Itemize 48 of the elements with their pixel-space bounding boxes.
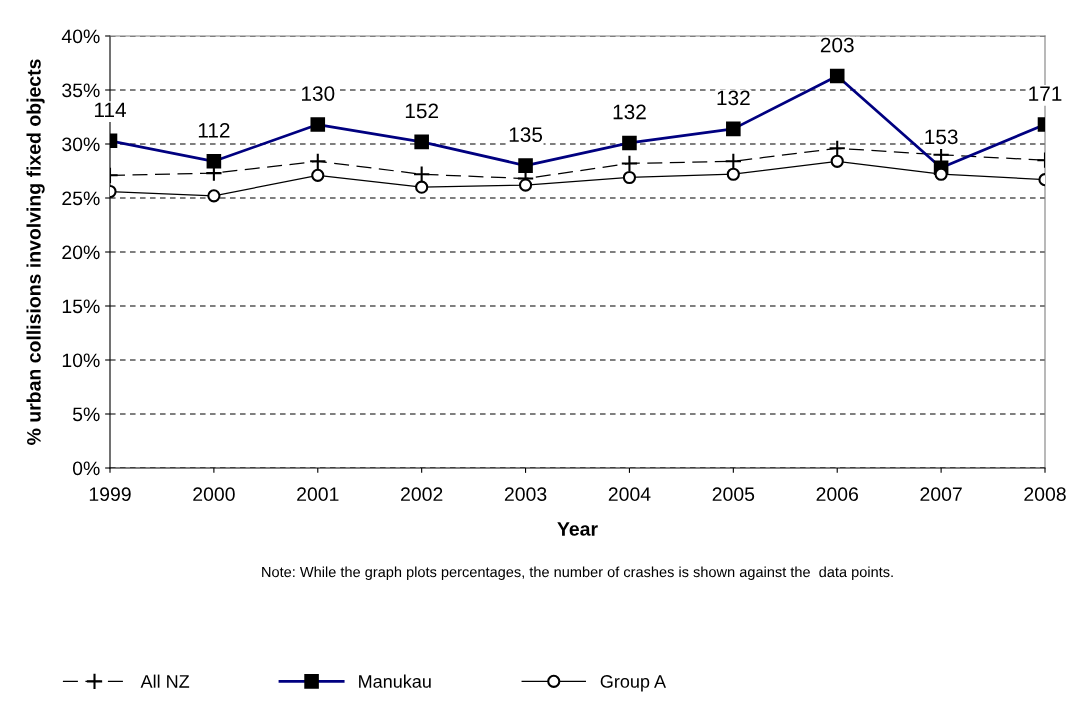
annotation: 114 [94, 102, 126, 117]
y-tick-label: 0% [72, 461, 100, 476]
x-tick-label: 2000 [193, 487, 235, 502]
y-tick-label: 25% [62, 191, 100, 206]
point [309, 152, 327, 170]
point [934, 167, 948, 181]
y-tick-label: 35% [62, 83, 100, 98]
annotation: 135 [509, 127, 543, 143]
annotation: 132 [613, 104, 646, 120]
point [622, 170, 637, 185]
x-tick-label: 2004 [608, 487, 651, 502]
y-tick-label: 30% [62, 137, 100, 152]
point [620, 154, 639, 173]
y-tick-label: 40% [61, 29, 100, 44]
y-tick-label: 5% [72, 407, 100, 422]
point [726, 167, 740, 181]
annotation: 132 [717, 90, 750, 106]
x-tick-label: 2005 [712, 487, 755, 502]
x-axis-title: Year [557, 522, 598, 536]
annotation: 130 [301, 86, 335, 101]
y-tick-label: 10% [62, 353, 100, 368]
x-tick-label: 2006 [816, 487, 858, 502]
point [828, 139, 846, 157]
x-tick-label: 2008 [1024, 487, 1066, 502]
x-tick-label: 2007 [920, 487, 962, 502]
point [207, 189, 221, 203]
annotation: 112 [198, 122, 230, 138]
legend-label: Group A [600, 675, 667, 692]
point [415, 180, 429, 194]
point [724, 152, 743, 170]
y-axis-title: % urban collisions involving fixed objects [26, 59, 45, 445]
annotation: 171 [1029, 86, 1062, 101]
x-tick-label: 2002 [401, 487, 443, 502]
annotation: 152 [405, 103, 438, 119]
legend-label: Manukau [359, 674, 431, 688]
x-tick-label: 2003 [504, 487, 547, 502]
point [311, 168, 325, 182]
y-tick-label: 20% [62, 245, 100, 260]
point [830, 154, 844, 168]
y-tick-label: 15% [62, 299, 100, 314]
x-tick-label: 2001 [297, 487, 339, 502]
text: Note: While the graph plots percentages, the number of crashes is shown against the data points. [262, 566, 893, 581]
x-tick-label: 1999 [89, 487, 131, 502]
point [412, 165, 431, 183]
legend-label: All NZ [140, 674, 190, 688]
point [518, 178, 533, 192]
annotation: 203 [820, 37, 854, 53]
annotation: 153 [925, 129, 958, 145]
